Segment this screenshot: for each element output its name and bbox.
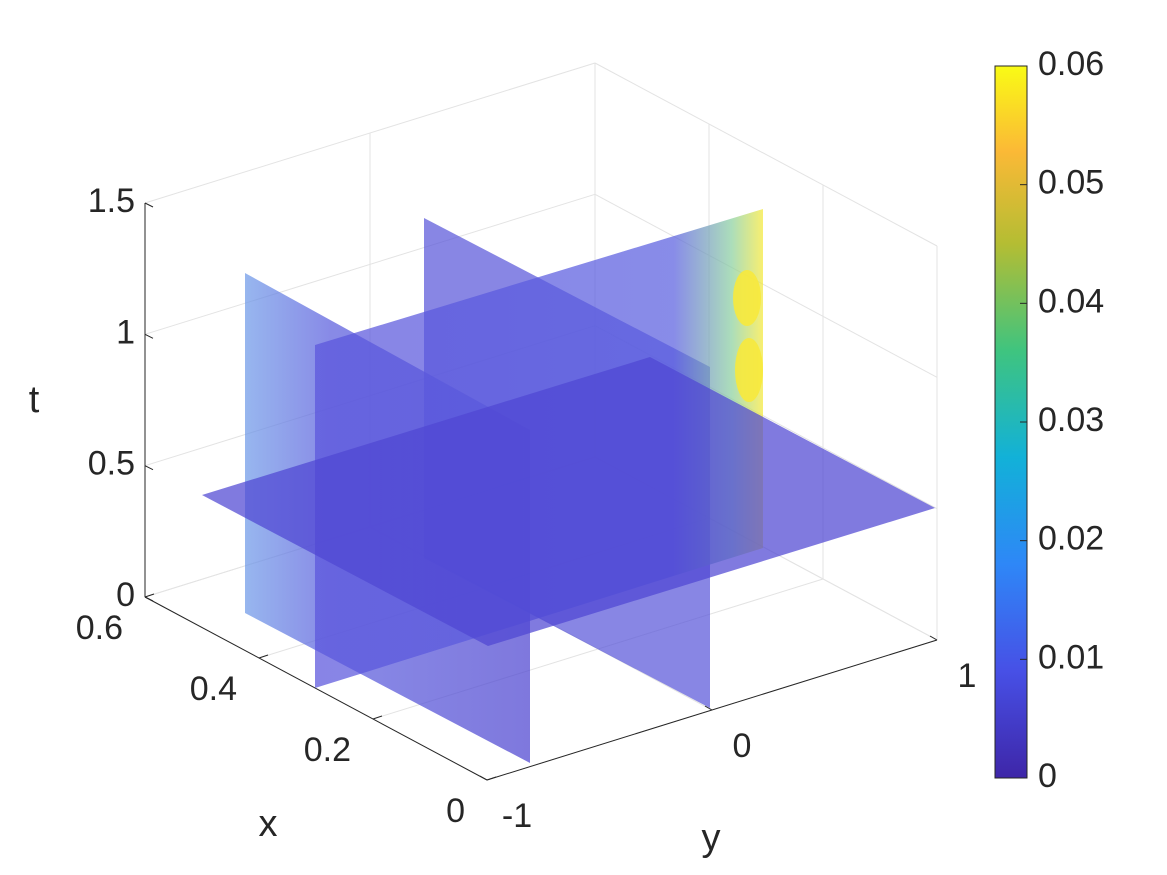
x-tick [144,593,155,598]
colorbar-tick-label: 0.01 [1038,638,1104,676]
slices [202,209,935,763]
slice-highlight [735,338,763,402]
z-tick-label: 1.5 [88,182,135,220]
x-tick [486,776,497,781]
x-tick-label: 0.4 [190,670,237,708]
colorbar-tick-label: 0.05 [1038,164,1104,202]
y-tick [479,775,488,781]
x-tick-label: 0 [446,792,465,830]
x-tick-label: 0.6 [76,609,123,647]
colorbar-tick-label: 0.03 [1038,401,1104,439]
y-tick-label: 0 [733,727,752,765]
z-tick-label: 0 [116,576,135,614]
z-tick-label: 0.5 [88,445,135,483]
colorbar-tick-label: 0 [1038,757,1057,795]
colorbar-ticks: 0 0.01 0.02 0.03 0.04 0.05 0.06 [1020,45,1104,795]
y-tick [704,705,713,711]
z-tick [144,465,154,471]
y-tick-label: -1 [502,797,532,835]
t-axis-label: t [29,379,40,421]
x-tick [372,715,383,720]
colorbar-tick-label: 0.06 [1038,45,1104,83]
colorbar-tick-label: 0.04 [1038,282,1104,320]
grid-line [594,62,938,247]
y-axis-label: y [702,817,721,859]
x-tick [258,654,269,659]
slice-highlight [733,270,761,326]
z-tick-label: 1 [116,313,135,351]
x-tick-label: 0.2 [304,731,351,769]
y-tick-label: 1 [958,657,977,695]
z-tick [144,333,154,339]
z-tick [144,596,154,602]
x-axis-label: x [259,803,278,845]
y-tick [929,635,938,641]
grid-line [594,193,938,378]
x-axis-line [144,596,488,781]
z-tick [144,202,154,208]
slice-plane [202,357,935,646]
colorbar-tick-label: 0.02 [1038,520,1104,558]
